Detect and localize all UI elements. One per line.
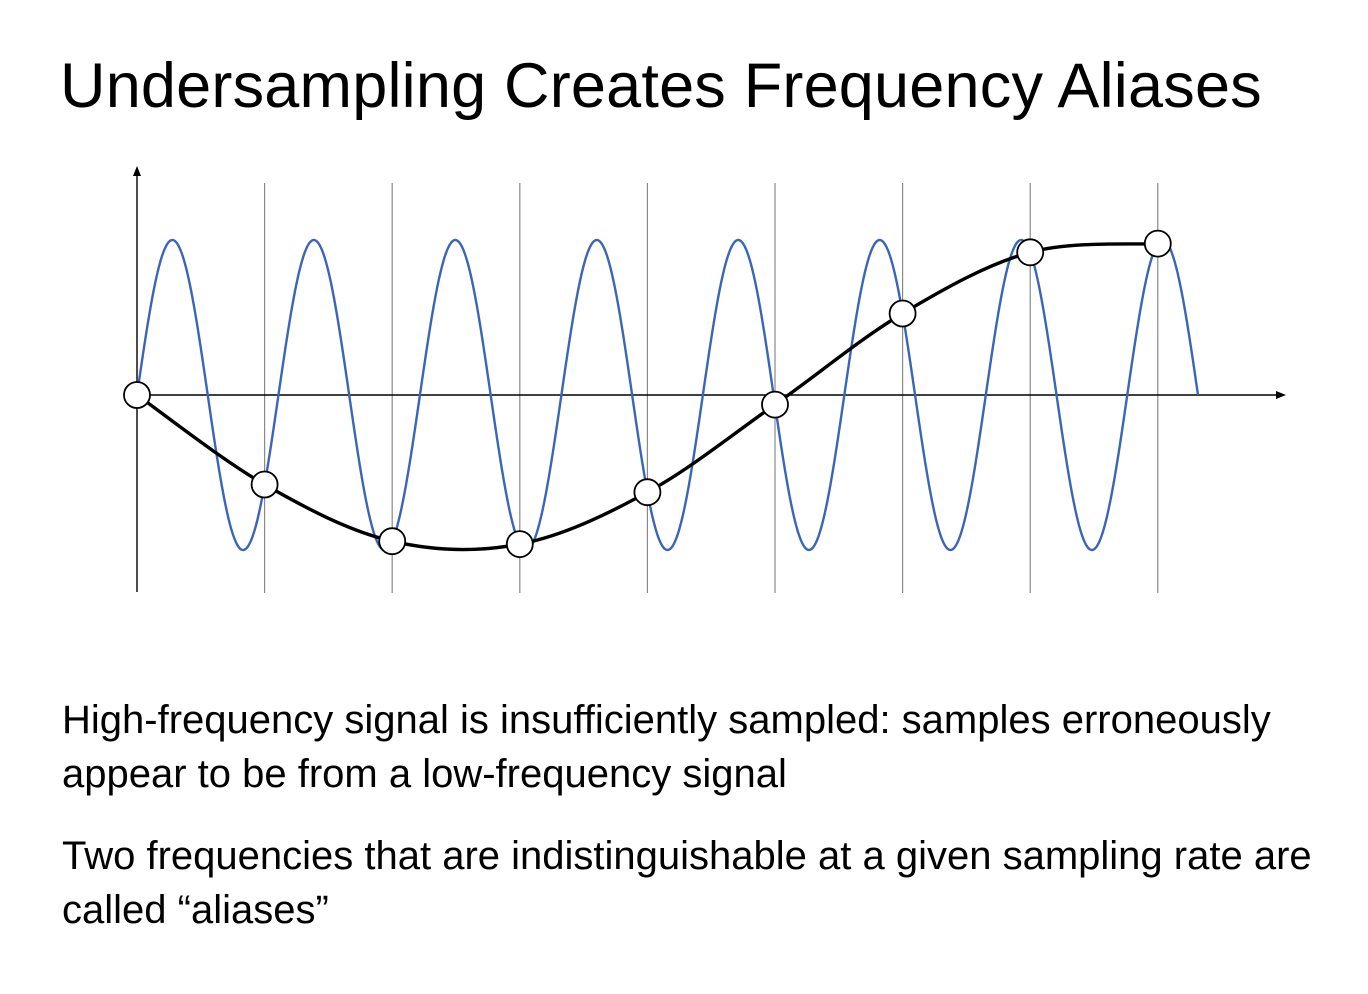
explanation-paragraph-1: High-frequency signal is insufficiently … xyxy=(62,698,1271,796)
sample-point xyxy=(250,470,279,499)
sample-point xyxy=(1143,229,1172,258)
y-axis-arrow xyxy=(133,166,141,176)
sample-point xyxy=(378,527,407,556)
sample-point xyxy=(1016,238,1045,267)
sample-points xyxy=(123,229,1172,558)
x-axis-arrow xyxy=(1276,391,1286,399)
sample-point xyxy=(888,299,917,328)
high-frequency-signal xyxy=(135,238,1200,552)
sample-point xyxy=(633,478,662,507)
explanation-paragraph-2: Two frequencies that are indistinguishab… xyxy=(62,834,1312,932)
sample-point xyxy=(505,530,534,558)
axes xyxy=(133,166,1286,592)
sample-point xyxy=(761,390,789,419)
sample-point xyxy=(123,381,151,409)
slide-title: Undersampling Creates Frequency Aliases xyxy=(60,51,1262,121)
